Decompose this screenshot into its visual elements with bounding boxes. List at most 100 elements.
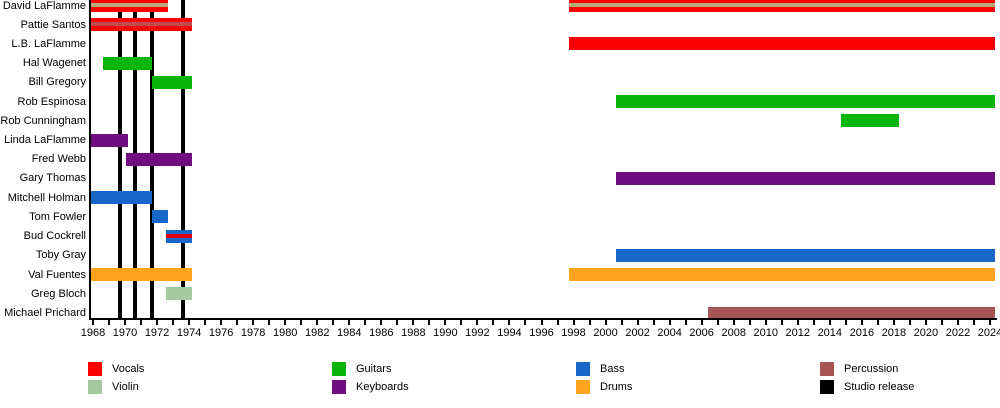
- axis-tick-label: 1970: [112, 327, 138, 339]
- axis-tick: [380, 320, 383, 325]
- axis-tick: [652, 320, 655, 325]
- member-bar-linda-laflamme: [89, 133, 128, 147]
- axis-tick: [732, 320, 735, 325]
- bar-stripe-bud-cockrell: [166, 233, 192, 238]
- legend-label-keyboards: Keyboards: [356, 381, 409, 393]
- axis-tick: [892, 320, 895, 325]
- axis-tick: [316, 320, 319, 325]
- legend-swatch-percussion: [820, 362, 834, 376]
- axis-tick: [716, 320, 719, 325]
- member-label-tom-fowler: Tom Fowler: [29, 210, 86, 223]
- axis-tick-label: 1980: [272, 327, 298, 339]
- axis-tick-label: 1982: [305, 327, 330, 339]
- member-bar-bud-cockrell: [166, 229, 192, 243]
- legend-label-bass: Bass: [600, 363, 625, 375]
- axis-tick: [572, 320, 575, 325]
- bar-stripe-david-laflamme: [568, 3, 995, 7]
- axis-tick: [412, 320, 415, 325]
- x-axis-border: [89, 318, 997, 320]
- axis-tick: [989, 320, 991, 325]
- member-bar-david-laflamme: [568, 0, 995, 12]
- axis-tick-label: 1968: [80, 327, 106, 339]
- legend-label-percussion: Percussion: [844, 363, 899, 375]
- member-bar-david-laflamme: [89, 0, 168, 12]
- legend-swatch-vocals: [88, 362, 102, 376]
- axis-tick-label: 1976: [208, 327, 234, 339]
- axis-tick: [972, 320, 975, 325]
- legend-label-studio-release: Studio release: [844, 381, 915, 393]
- axis-tick: [124, 320, 127, 325]
- axis-tick: [364, 320, 367, 325]
- member-bar-rob-espinosa: [615, 95, 995, 109]
- studio-release-line: [118, 0, 123, 318]
- member-bar-fred-webb: [125, 152, 192, 166]
- member-label-bill-gregory: Bill Gregory: [28, 76, 86, 89]
- axis-tick: [956, 320, 959, 325]
- member-label-pattie-santos: Pattie Santos: [20, 18, 86, 31]
- legend-swatch-keyboards: [332, 380, 346, 394]
- axis-tick-label: 1992: [465, 327, 490, 339]
- legend-swatch-bass: [576, 362, 590, 376]
- axis-tick-label: 1974: [176, 327, 202, 339]
- legend-label-guitars: Guitars: [356, 363, 392, 375]
- bar-stripe-pattie-santos: [89, 22, 192, 27]
- axis-tick: [332, 320, 335, 325]
- member-label-bud-cockrell: Bud Cockrell: [23, 230, 86, 243]
- axis-tick-label: 1986: [369, 327, 394, 339]
- member-bar-hal-wagenet: [102, 56, 152, 70]
- axis-tick-label: 1990: [433, 327, 458, 339]
- member-label-greg-bloch: Greg Bloch: [30, 287, 86, 300]
- member-label-michael-prichard: Michael Prichard: [4, 307, 86, 320]
- member-label-toby-gray: Toby Gray: [35, 249, 86, 262]
- axis-tick: [524, 320, 527, 325]
- bar-stripe-david-laflamme: [89, 3, 168, 7]
- axis-tick: [860, 320, 863, 325]
- axis-tick-label: 2018: [881, 327, 907, 339]
- member-label-val-fuentes: Val Fuentes: [28, 268, 86, 281]
- legend-swatch-guitars: [332, 362, 346, 376]
- legend-label-drums: Drums: [600, 381, 633, 393]
- axis-tick: [236, 320, 239, 325]
- axis-tick: [188, 320, 191, 325]
- axis-tick: [396, 320, 399, 325]
- axis-tick: [636, 320, 639, 325]
- axis-tick: [268, 320, 271, 325]
- axis-tick: [140, 320, 143, 325]
- member-label-hal-wagenet: Hal Wagenet: [22, 57, 86, 70]
- legend-label-vocals: Vocals: [112, 363, 145, 375]
- axis-tick: [684, 320, 687, 325]
- axis-tick-label: 1972: [144, 327, 170, 339]
- legend-swatch-drums: [576, 380, 590, 394]
- member-bar-tom-fowler: [151, 210, 168, 224]
- axis-tick: [812, 320, 815, 325]
- member-label-david-laflamme: David LaFlamme: [2, 0, 86, 12]
- axis-tick: [492, 320, 495, 325]
- axis-tick: [844, 320, 847, 325]
- member-bar-val-fuentes: [568, 268, 995, 282]
- member-label-gary-thomas: Gary Thomas: [19, 172, 86, 185]
- axis-tick: [556, 320, 559, 325]
- axis-tick-label: 1994: [497, 327, 522, 339]
- y-axis-border: [89, 0, 91, 320]
- axis-tick-label: 1984: [337, 327, 362, 339]
- axis-tick-label: 2010: [753, 327, 778, 339]
- axis-tick-label: 2002: [625, 327, 650, 339]
- axis-tick: [508, 320, 511, 325]
- axis-tick: [204, 320, 207, 325]
- member-bar-greg-bloch: [166, 287, 192, 301]
- axis-tick: [796, 320, 799, 325]
- legend-swatch-studio-release: [820, 380, 834, 394]
- axis-tick: [748, 320, 751, 325]
- member-label-linda-laflamme: Linda LaFlamme: [4, 134, 86, 147]
- axis-tick-label: 1988: [401, 327, 426, 339]
- axis-tick: [284, 320, 287, 325]
- axis-tick-label: 2014: [817, 327, 843, 339]
- axis-tick-label: 2000: [593, 327, 618, 339]
- axis-tick: [700, 320, 703, 325]
- axis-tick: [92, 320, 94, 325]
- axis-tick: [476, 320, 479, 325]
- member-bar-pattie-santos: [89, 18, 192, 32]
- axis-tick: [668, 320, 671, 325]
- axis-tick-label: 2024: [977, 327, 1000, 339]
- axis-tick: [908, 320, 911, 325]
